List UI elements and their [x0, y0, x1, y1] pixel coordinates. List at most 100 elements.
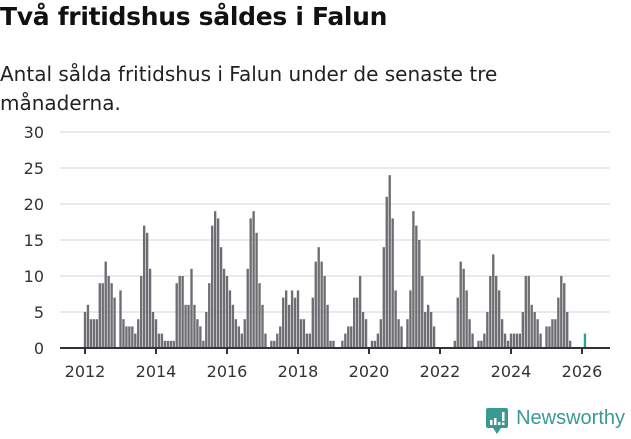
bar [95, 319, 99, 348]
bar [246, 268, 249, 348]
chart-subtitle: Antal sålda fritidshus i Falun under de … [0, 62, 498, 115]
bar [299, 319, 303, 348]
bar [453, 340, 456, 348]
bar [276, 333, 279, 348]
bar [456, 297, 459, 348]
bar [344, 333, 347, 348]
y-tick-label: 15 [24, 231, 44, 250]
bar [382, 247, 385, 348]
bar [480, 340, 483, 348]
bar [190, 268, 193, 348]
bar [163, 340, 167, 348]
bar [279, 326, 282, 348]
bar [497, 290, 501, 348]
bar [287, 304, 291, 348]
x-tick-label: 2020 [349, 362, 390, 381]
bar [545, 326, 548, 348]
bar [228, 290, 232, 348]
bar [361, 312, 365, 348]
bar [518, 333, 522, 348]
bar [533, 312, 536, 348]
bar [409, 290, 412, 348]
bar [104, 261, 107, 348]
bar [181, 276, 184, 348]
bar [355, 297, 359, 348]
bar [489, 276, 492, 348]
bar [293, 297, 297, 348]
bar [347, 326, 350, 348]
footer-branding: Newsworthy [486, 407, 625, 434]
bar [500, 319, 504, 348]
bar [379, 319, 383, 348]
bar [205, 312, 208, 348]
bar [385, 196, 388, 348]
bar [131, 326, 134, 348]
bar [394, 290, 397, 348]
bar [252, 211, 255, 348]
bar [157, 333, 161, 348]
bar [199, 326, 202, 348]
bar [432, 326, 436, 348]
bar [110, 283, 113, 348]
bar [290, 290, 294, 348]
bar [107, 276, 110, 348]
bar [122, 319, 125, 348]
bar [391, 218, 394, 348]
bar [563, 283, 566, 348]
bar [554, 319, 557, 348]
bar [219, 247, 223, 348]
bar [477, 340, 480, 348]
bar [101, 283, 104, 348]
x-tick-label: 2026 [562, 362, 603, 381]
bar [222, 268, 226, 348]
bar [255, 232, 258, 348]
bar [521, 312, 525, 348]
bar [350, 326, 353, 348]
bar [329, 340, 332, 348]
bar [495, 276, 498, 348]
bar [560, 276, 563, 348]
bar [86, 304, 90, 348]
bar [240, 333, 243, 348]
bar [551, 319, 554, 348]
bar [175, 283, 178, 348]
bar [202, 340, 205, 348]
bar [225, 276, 229, 348]
bar [273, 340, 276, 348]
x-tick-label: 2022 [420, 362, 461, 381]
bar [216, 218, 220, 348]
bar [341, 340, 344, 348]
bar [376, 333, 380, 348]
x-tick-label: 2016 [207, 362, 248, 381]
bar [483, 333, 486, 348]
bar [151, 312, 155, 348]
bar [566, 312, 569, 348]
bar [353, 297, 356, 348]
bar [492, 254, 495, 348]
newsworthy-logo-icon [486, 407, 509, 434]
bar [193, 304, 196, 348]
bar [234, 319, 238, 348]
y-tick-label: 25 [24, 159, 44, 178]
bar [548, 326, 551, 348]
bar [231, 304, 235, 348]
bar [178, 276, 181, 348]
bar [145, 232, 149, 348]
bar [388, 175, 391, 348]
bar [270, 340, 273, 348]
bar [421, 276, 424, 348]
bar [527, 276, 530, 348]
bar [142, 225, 146, 348]
bar [92, 319, 96, 348]
bar [261, 304, 264, 348]
bar [400, 326, 403, 348]
bar [317, 247, 320, 348]
x-tick-label: 2018 [278, 362, 319, 381]
highlight-bar [583, 333, 587, 348]
bar [169, 340, 172, 348]
bar [557, 297, 560, 348]
bar [465, 290, 468, 348]
bar [506, 340, 510, 348]
bar [89, 319, 93, 348]
bar [424, 312, 427, 348]
